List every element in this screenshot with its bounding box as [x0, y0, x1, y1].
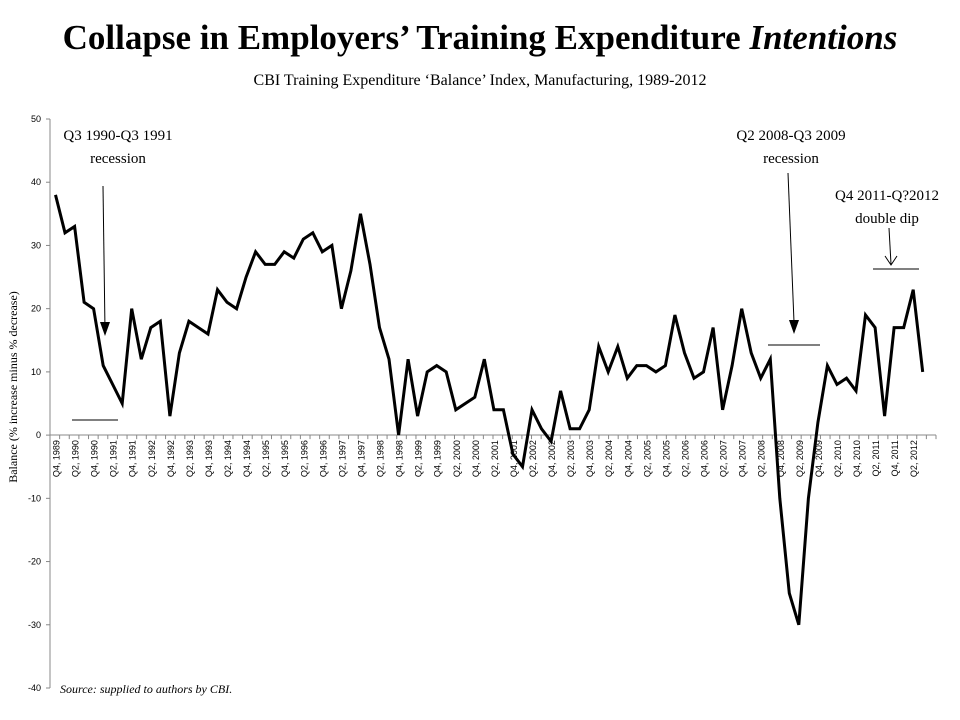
annotation-3-line1: Q4 2011-Q?2012: [835, 188, 939, 204]
x-tick-label: Q4, 1994: [242, 440, 252, 477]
x-tick-label: Q2, 2012: [909, 440, 919, 477]
annotation-1-arrowhead: [100, 322, 110, 336]
y-tick-label: 10: [31, 367, 41, 377]
annotation-2-line1: Q2 2008-Q3 2009: [736, 128, 845, 144]
x-tick-label: Q2, 1999: [414, 440, 424, 477]
x-tick-label: Q4, 2002: [547, 440, 557, 477]
x-tick-label: Q2, 1991: [109, 440, 119, 477]
x-tick-label: Q4, 1990: [90, 440, 100, 477]
series-line: [54, 194, 925, 626]
x-tick-label: Q4, 1992: [166, 440, 176, 477]
x-tick-label: Q2, 2000: [452, 440, 462, 477]
x-tick-label: Q2, 1996: [299, 440, 309, 477]
x-tick-label: Q2, 1990: [71, 440, 81, 477]
y-tick-label: -20: [28, 557, 41, 567]
x-tick-label: Q4, 2000: [471, 440, 481, 477]
y-tick-label: 50: [31, 114, 41, 124]
y-tick-label: 40: [31, 177, 41, 187]
x-tick-label: Q2, 2010: [833, 440, 843, 477]
x-tick-label: Q2, 2007: [719, 440, 729, 477]
x-tick-label: Q2, 1998: [376, 440, 386, 477]
x-tick-label: Q2, 1993: [185, 440, 195, 477]
annotation-recession-2008: Q2 2008-Q3 2009 recession: [736, 128, 846, 346]
annotation-3-arrow: [888, 227, 892, 265]
chart-subtitle: CBI Training Expenditure ‘Balance’ Index…: [253, 72, 707, 89]
annotation-recession-1990: Q3 1990-Q3 1991 recession: [63, 128, 173, 421]
x-tick-label: Q2, 1994: [223, 440, 233, 477]
x-tick-label: Q2, 2005: [642, 440, 652, 477]
y-axis-label: Balance (% increase minus % decrease): [6, 291, 20, 483]
x-tick-label: Q4, 2010: [852, 440, 862, 477]
x-tick-label: Q4, 2003: [585, 440, 595, 477]
y-tick-label: -10: [28, 493, 41, 503]
x-tick-label: Q4, 2011: [890, 440, 900, 476]
annotation-3-arrowhead: [884, 255, 898, 266]
chart-title-italic: Intentions: [749, 18, 898, 57]
x-tick-label: Q4, 1999: [433, 440, 443, 477]
x-tick-label: Q4, 1996: [318, 440, 328, 477]
x-tick-label: Q4, 2007: [738, 440, 748, 477]
x-tick-label: Q2, 2001: [490, 440, 500, 477]
annotation-2-arrowhead: [789, 320, 799, 334]
x-tick-label: Q2, 1997: [337, 440, 347, 477]
x-tick-label: Q4, 2005: [661, 440, 671, 477]
annotation-2-arrow: [787, 172, 795, 323]
annotation-double-dip: Q4 2011-Q?2012 double dip: [835, 188, 939, 270]
x-tick-label: Q4, 2009: [814, 440, 824, 477]
x-tick-label: Q4, 2004: [623, 440, 633, 477]
chart-title-main: Collapse in Employers’ Training Expendit…: [62, 18, 750, 57]
x-tick-label: Q2, 2009: [795, 440, 805, 477]
x-tick-label: Q4, 2001: [509, 440, 519, 477]
x-tick-label: Q4, 1993: [204, 440, 214, 477]
x-ticks: Q4, 1989 Q2, 1990 Q4, 1990 Q2, 1991 Q4, 1991…: [49, 435, 937, 477]
annotation-1-line1: Q3 1990-Q3 1991: [63, 128, 172, 144]
x-tick-label: Q4, 1995: [280, 440, 290, 477]
chart-title: Collapse in Employers’ Training Expendit…: [0, 18, 960, 58]
annotation-3-line2: double dip: [855, 211, 919, 227]
x-tick-label: Q4, 1991: [128, 440, 138, 477]
x-tick-label: Q2, 1992: [147, 440, 157, 477]
x-tick-label: Q2, 2011: [871, 440, 881, 476]
y-ticks: -40 -30 -20 -10 0 10 20 30 40 50: [28, 114, 50, 693]
y-tick-label: 30: [31, 240, 41, 250]
x-tick-label: Q4, 1997: [356, 440, 366, 477]
source-note: Source: supplied to authors by CBI.: [60, 682, 233, 696]
annotation-1-arrow: [102, 185, 106, 331]
x-tick-label: Q2, 2003: [566, 440, 576, 477]
x-tick-label: Q2, 1995: [261, 440, 271, 477]
x-tick-label: Q4, 1989: [52, 440, 62, 477]
y-tick-label: -30: [28, 620, 41, 630]
y-tick-label: -40: [28, 683, 41, 693]
annotation-1-line2: recession: [90, 151, 146, 167]
axes: [49, 119, 936, 688]
x-tick-label: Q4, 1998: [395, 440, 405, 477]
x-tick-label: Q4, 2006: [700, 440, 710, 477]
x-tick-label: Q2, 2002: [528, 440, 538, 477]
x-tick-label: Q2, 2004: [604, 440, 614, 477]
y-tick-label: 20: [31, 304, 41, 314]
x-tick-label: Q4, 2008: [776, 440, 786, 477]
y-tick-label: 0: [36, 430, 41, 440]
x-tick-label: Q2, 2008: [757, 440, 767, 477]
x-tick-label: Q2, 2006: [680, 440, 690, 477]
annotation-2-line2: recession: [763, 151, 819, 167]
